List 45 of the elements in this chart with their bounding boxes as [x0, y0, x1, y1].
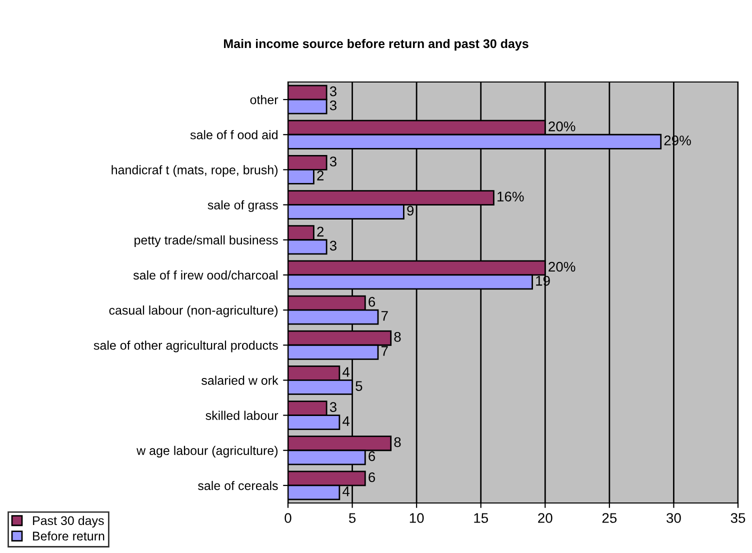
y-tick-label: casual labour (non-agriculture) [109, 306, 278, 318]
x-tick-label: 35 [730, 513, 746, 523]
legend-label: Past 30 days [33, 516, 104, 528]
data-label: 8 [394, 437, 401, 448]
y-tick-label: petty trade/small business [134, 235, 278, 247]
y-tick-label: skilled labour [206, 410, 278, 420]
y-tick-label: handicraf t (mats, rope, brush) [112, 165, 278, 177]
data-label: 2 [317, 170, 324, 180]
data-label: 2 [317, 226, 324, 236]
y-tick-label: sale of f ood aid [190, 130, 278, 140]
data-label: 3 [330, 240, 336, 251]
x-tick-label: 15 [474, 513, 488, 523]
y-tick-label: w age labour (agriculture) [136, 446, 278, 458]
data-label: 4 [342, 416, 350, 426]
data-label: 9 [407, 206, 414, 216]
x-tick-label: 30 [666, 513, 681, 523]
legend-label: Before return [33, 531, 104, 541]
data-label: 6 [368, 472, 376, 482]
data-label: 4 [342, 367, 350, 377]
data-label: 4 [342, 486, 350, 496]
y-tick-label: sale of cereals [198, 480, 278, 490]
data-label: 6 [368, 296, 376, 307]
data-label: 7 [381, 311, 388, 321]
data-label: 3 [330, 100, 336, 110]
y-tick-label: salaried w ork [202, 376, 278, 385]
data-label: 5 [356, 381, 362, 391]
y-tick-label: sale of f irew ood/charcoal [133, 270, 278, 280]
x-tick-label: 0 [284, 513, 292, 523]
data-label: 7 [381, 346, 388, 356]
y-tick-label: sale of other agricultural products [94, 340, 278, 352]
data-label: 6 [368, 451, 376, 462]
data-label: 3 [330, 86, 336, 96]
y-tick-label: sale of grass [208, 200, 278, 212]
data-label: 20% [548, 122, 576, 132]
y-tick-label: other [250, 95, 278, 104]
data-label: 8 [394, 332, 401, 342]
data-label: 20% [548, 262, 576, 272]
data-label: 3 [330, 156, 336, 166]
x-tick-label: 25 [602, 513, 617, 523]
chart-title: Main income source before return and past 30 days [224, 38, 528, 51]
data-label: 16% [498, 192, 524, 202]
x-tick-label: 10 [410, 513, 424, 523]
data-label: 3 [330, 402, 336, 412]
x-tick-label: 5 [348, 513, 356, 523]
x-tick-label: 20 [538, 513, 552, 523]
